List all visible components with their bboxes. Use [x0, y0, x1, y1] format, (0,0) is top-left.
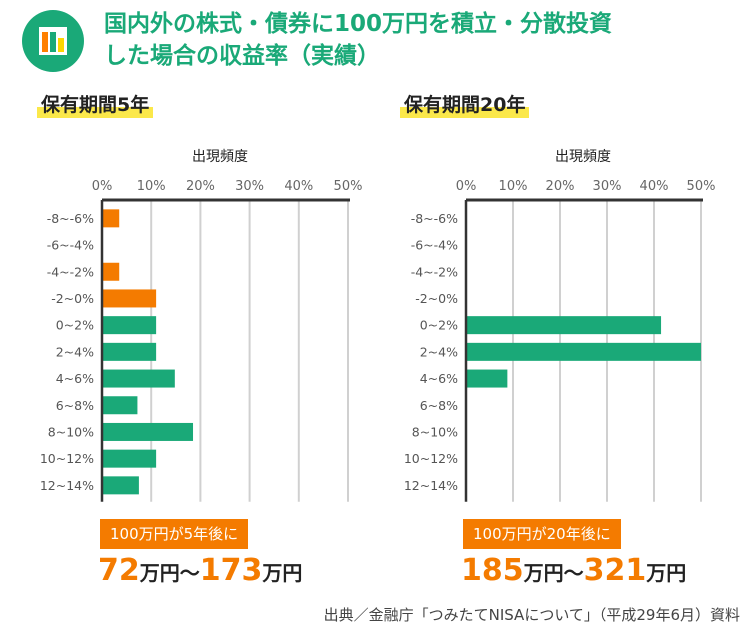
x-tick-label: 30%: [593, 179, 622, 194]
result-badge-20y: 100万円が20年後に: [463, 519, 621, 549]
chart-holding-5-years: 保有期間5年 出現頻度 0% 10% 20% 30% 40% 50% -8~-6% -6~-4…: [35, 92, 365, 582]
result-high: 321: [583, 553, 647, 588]
category-label: -6~-4%: [411, 238, 458, 253]
result-unit: 万円: [262, 561, 303, 585]
x-tick-label: 0%: [92, 179, 113, 194]
category-label: -6~-4%: [47, 238, 94, 253]
result-unit: 万円: [523, 561, 564, 585]
bar: [102, 289, 157, 308]
chart-title: 保有期間20年: [400, 92, 530, 118]
category-label: -8~-6%: [411, 211, 458, 226]
category-label: 12~14%: [40, 478, 94, 493]
result-low: 185: [461, 553, 524, 588]
page-title-line1: 国内外の株式・債券に100万円を積立・分散投資: [104, 11, 613, 37]
chart-holding-20-years: 保有期間20年 出現頻度 0% 10% 20% 30% 40% 50% -8~-6% -6~-…: [400, 92, 730, 582]
bar: [102, 316, 157, 335]
bar: [102, 476, 139, 495]
bar-plot: 0% 10% 20% 30% 40% 50% -8~-6% -6~-4% -4~-2% -2~0%…: [404, 179, 716, 502]
bar: [466, 369, 508, 388]
x-tick-label: 40%: [284, 179, 313, 194]
x-tick-label: 50%: [334, 179, 363, 194]
category-label: 6~8%: [420, 398, 458, 413]
category-label: 12~14%: [404, 478, 458, 493]
category-label: 0~2%: [420, 318, 458, 333]
result-range-5y: 72万円〜173万円: [98, 553, 302, 588]
bar: [466, 342, 701, 361]
result-badge-5y: 100万円が5年後に: [100, 519, 249, 549]
result-separator: 〜: [179, 561, 200, 585]
category-label: 8~10%: [412, 424, 458, 439]
bar: [102, 342, 157, 361]
category-label: -2~0%: [415, 291, 458, 306]
category-label: 4~6%: [56, 371, 94, 386]
category-label: -4~-2%: [47, 264, 94, 279]
x-axis-label: 出現頻度: [192, 149, 248, 165]
result-low: 72: [98, 553, 140, 588]
category-label: 6~8%: [56, 398, 94, 413]
category-label: 4~6%: [420, 371, 458, 386]
bar: [102, 369, 175, 388]
x-tick-label: 10%: [499, 179, 528, 194]
x-tick-label: 50%: [687, 179, 716, 194]
result-unit: 万円: [646, 561, 687, 585]
bar-plot: 0% 10% 20% 30% 40% 50% -8~-6% -6~-4% -4~-2% -2~0%…: [40, 179, 363, 502]
x-tick-label: 20%: [546, 179, 575, 194]
x-tick-label: 0%: [456, 179, 477, 194]
result-separator: 〜: [563, 561, 584, 585]
category-label: 10~12%: [404, 451, 458, 466]
page-title: 国内外の株式・債券に100万円を積立・分散投資 した場合の収益率（実績）: [104, 8, 744, 72]
chart-title: 保有期間5年: [37, 92, 154, 118]
x-tick-label: 30%: [235, 179, 264, 194]
x-axis-label: 出現頻度: [555, 149, 611, 165]
bar: [102, 396, 138, 415]
x-tick-label: 20%: [186, 179, 215, 194]
category-label: -8~-6%: [47, 211, 94, 226]
category-label: -4~-2%: [411, 264, 458, 279]
category-label: 8~10%: [48, 424, 94, 439]
x-tick-label: 10%: [137, 179, 166, 194]
category-label: 2~4%: [56, 344, 94, 359]
result-range-20y: 185万円〜321万円: [461, 553, 686, 588]
category-label: -2~0%: [51, 291, 94, 306]
bar-chart-icon: [22, 10, 84, 72]
page-title-line2: した場合の収益率（実績）: [104, 43, 380, 69]
category-label: 2~4%: [420, 344, 458, 359]
category-label: 10~12%: [40, 451, 94, 466]
result-unit: 万円: [139, 561, 180, 585]
bar: [102, 449, 157, 468]
bar: [102, 262, 120, 281]
x-tick-label: 40%: [640, 179, 669, 194]
category-label: 0~2%: [56, 318, 94, 333]
source-note: 出典／金融庁「つみたてNISAについて」（平成29年6月）資料: [323, 606, 740, 624]
bar: [102, 209, 120, 228]
result-high: 173: [199, 553, 263, 588]
bar: [466, 316, 662, 335]
header: 国内外の株式・債券に100万円を積立・分散投資 した場合の収益率（実績）: [12, 8, 742, 78]
bar: [102, 422, 194, 441]
